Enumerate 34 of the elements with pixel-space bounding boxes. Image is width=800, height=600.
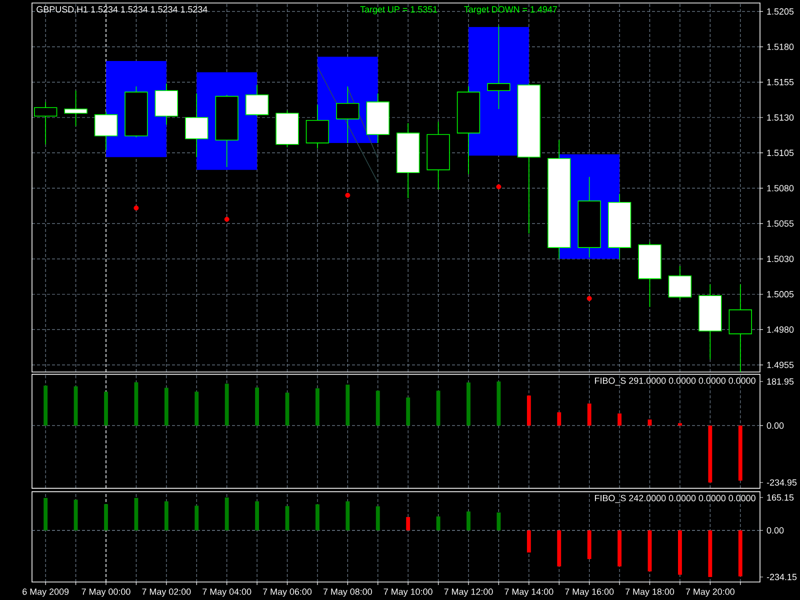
y-tick-label: 1.5105 — [767, 150, 794, 156]
chart-title: FIBO_S 291.0000 0.0000 0.0000 0.0000 — [595, 377, 756, 386]
y-tick-label: 165.15 — [767, 494, 794, 501]
x-tick-label: 7 May 10:00 — [384, 588, 432, 597]
y-tick-label: -234.95 — [766, 479, 797, 486]
x-tick-label: 7 May 00:00 — [82, 588, 130, 597]
x-tick-label: 7 May 04:00 — [202, 588, 252, 597]
x-tick-label: 6 May 2009 — [22, 588, 69, 597]
y-tick-label: 1.4955 — [767, 362, 794, 368]
y-tick-label: 1.5030 — [767, 256, 794, 262]
x-tick-label: 7 May 14:00 — [504, 588, 554, 597]
y-tick-label: 1.5055 — [767, 220, 794, 227]
x-tick-label: 7 May 12:00 — [444, 588, 493, 597]
y-tick-label: 181.95 — [767, 378, 794, 385]
y-tick-label: 1.5130 — [767, 114, 794, 121]
y-tick-label: 1.5180 — [767, 44, 794, 50]
y-tick-label: 1.5080 — [767, 185, 794, 192]
x-tick-label: 7 May 20:00 — [686, 588, 734, 597]
x-tick-label: 7 May 18:00 — [626, 588, 674, 597]
y-tick-label: 1.5155 — [767, 79, 794, 86]
annotation: Target UP = 1.5351 — [360, 6, 438, 14]
x-tick-label: 7 May 16:00 — [565, 588, 614, 597]
y-tick-label: -234.15 — [766, 574, 797, 580]
y-tick-label: 0.00 — [766, 527, 784, 534]
x-tick-label: 7 May 06:00 — [263, 588, 312, 597]
y-tick-label: 1.5205 — [767, 8, 794, 15]
x-tick-label: 7 May 02:00 — [142, 588, 191, 597]
y-tick-label: 0.00 — [766, 422, 784, 429]
y-tick-label: 1.4980 — [767, 326, 794, 333]
annotation: Target DOWN = 1.4947 — [464, 6, 557, 14]
chart-title: GBPUSD,H1 1.5234 1.5234 1.5234 1.5234 — [36, 6, 208, 14]
x-tick-label: 7 May 08:00 — [323, 588, 372, 597]
y-tick-label: 1.5005 — [767, 291, 794, 298]
chart-title: FIBO_S 242.0000 0.0000 0.0000 0.0000 — [595, 494, 756, 503]
